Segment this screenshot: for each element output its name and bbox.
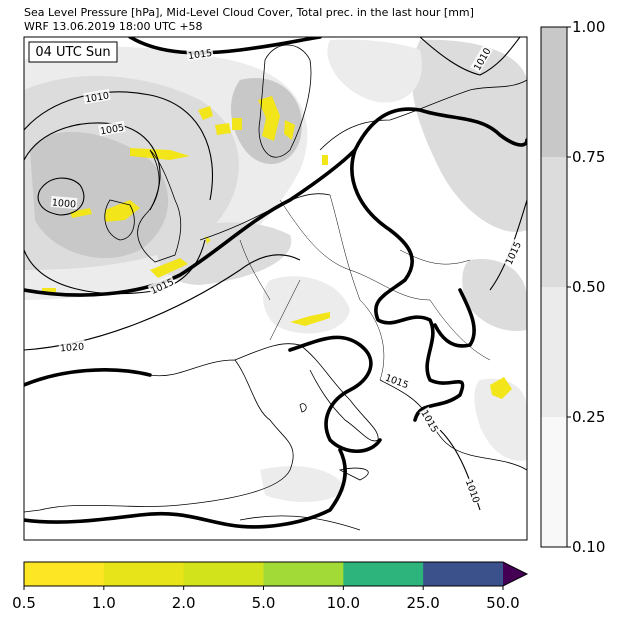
map-frame <box>23 36 528 541</box>
precip-tick-label: 1.0 <box>92 594 116 612</box>
precip-extend <box>503 562 527 586</box>
precip-bin <box>183 562 264 586</box>
precip-tick-label: 50.0 <box>486 594 519 612</box>
isobar-label-bg <box>147 275 176 297</box>
cloud-colorbar-ticks: 1.00 0.75 0.50 0.25 0.10 <box>567 18 605 556</box>
precip-tick-label: 2.0 <box>172 594 196 612</box>
precip-colorbar-frame <box>23 561 529 587</box>
isobar-label-bg <box>463 476 484 505</box>
precip-tick-label: 0.5 <box>12 594 36 612</box>
precip-colorbar: 0.5 1.0 2.0 5.0 10.0 25.0 50.0 <box>12 561 529 612</box>
cloud-bin <box>541 27 567 157</box>
isobars-thin <box>24 37 527 511</box>
cloud-tick-label: 0.75 <box>572 148 605 166</box>
isobar-label: 1020 <box>60 341 85 354</box>
isobar-label: 1000 <box>51 197 76 210</box>
cloud-tick-label: 0.25 <box>572 408 605 426</box>
isobar-label-bg <box>470 44 493 73</box>
cloud-bin <box>541 417 567 547</box>
cloud-tick-label: 1.00 <box>572 18 605 36</box>
precip-tick-label: 5.0 <box>252 594 276 612</box>
isobar-label-bg <box>98 120 126 137</box>
precip-bin <box>24 562 105 586</box>
precip-tick-label: 10.0 <box>327 594 360 612</box>
isobar-label-bg <box>502 238 524 267</box>
isobar-label-bg <box>186 46 214 61</box>
cloud-tick-label: 0.50 <box>572 278 605 296</box>
isobar-label: 1010 <box>84 90 110 105</box>
map-area: 1015101010051000101510201010101510151015… <box>24 37 527 540</box>
cloud-bin <box>541 157 567 287</box>
isobar-label-bg <box>50 195 78 210</box>
cloud-tick-label: 0.10 <box>572 538 605 556</box>
isobar-label: 1015 <box>187 48 212 62</box>
isobar-label-bg <box>383 370 412 391</box>
isobar-label-bg <box>419 406 442 435</box>
header-line1: Sea Level Pressure [hPa], Mid-Level Clou… <box>24 6 474 19</box>
cloud-colorbar <box>540 26 568 548</box>
precip-tick-label: 25.0 <box>406 594 439 612</box>
isobar-label-bg <box>83 88 111 105</box>
borders <box>239 194 491 381</box>
precip-bin <box>423 562 504 586</box>
precip-bin <box>103 562 185 586</box>
precip-bin <box>343 562 424 586</box>
isobar-labels: 1015101010051000101510201010101510151015… <box>50 44 524 505</box>
isobar-label: 1005 <box>99 122 125 137</box>
time-box <box>28 41 118 63</box>
header-line2: WRF 13.06.2019 18:00 UTC +58 <box>24 20 203 33</box>
isobar-label-bg <box>58 339 86 354</box>
time-label: 04 UTC Sun <box>35 45 110 60</box>
cloud-bin <box>541 287 567 417</box>
precip-bin <box>263 562 344 586</box>
